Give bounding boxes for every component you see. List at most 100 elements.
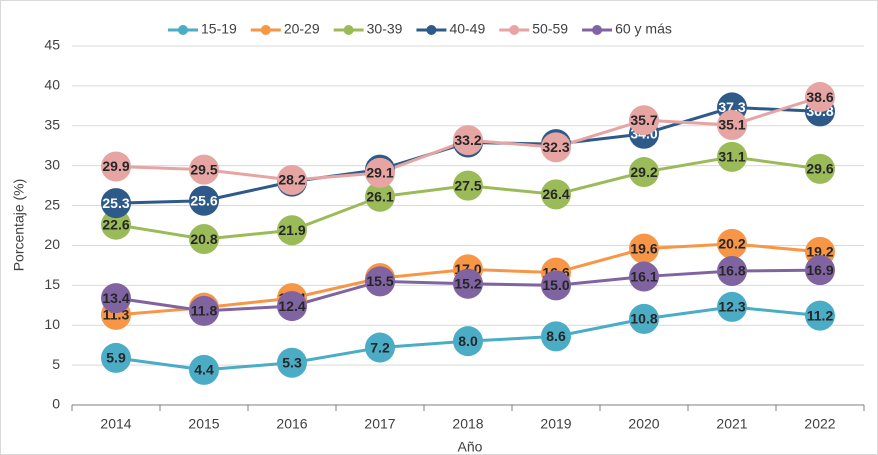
data-label: 19.2 [806,244,833,260]
data-label: 20.8 [190,231,217,247]
series-marker [101,342,131,373]
legend-marker [343,25,354,35]
data-label: 4.4 [194,362,214,378]
series-marker [101,283,131,314]
series-marker [717,141,747,172]
series-marker [189,185,219,216]
data-label: 16.9 [806,262,833,278]
series-marker [277,347,307,378]
series-marker [629,157,659,188]
legend-label: 20-29 [284,21,320,37]
data-label: 35.1 [718,117,745,133]
data-label: 7.2 [370,339,390,355]
legend-marker [592,25,603,35]
data-label: 26.1 [366,188,393,204]
series-marker [541,179,571,210]
series-marker [189,154,219,185]
legend-label: 50-59 [532,21,568,37]
data-label: 5.9 [106,350,126,366]
data-label: 28.2 [278,172,305,188]
series-marker [541,132,571,163]
y-tick-label: 10 [44,316,60,332]
data-label: 8.0 [458,333,478,349]
data-label: 29.1 [366,165,393,181]
series-marker [101,188,131,219]
data-label: 16.1 [630,268,657,284]
series-marker [805,153,835,184]
series-marker [189,295,219,326]
series-marker [277,165,307,196]
series-marker [189,354,219,385]
series-marker [277,215,307,246]
data-label: 25.6 [190,192,217,208]
data-label: 29.6 [806,161,833,177]
data-label: 38.6 [806,89,833,105]
y-tick-label: 40 [44,77,60,93]
series-marker [805,255,835,286]
series-marker [453,125,483,156]
data-label: 37.3 [718,99,745,115]
x-tick-label: 2019 [540,416,571,432]
y-tick-label: 15 [44,276,60,292]
y-tick-label: 35 [44,116,60,132]
data-label: 12.3 [718,299,745,315]
data-label: 11.8 [191,303,218,319]
data-label: 22.6 [102,216,129,232]
x-tick-label: 2014 [100,416,131,432]
x-tick-label: 2016 [276,416,307,432]
data-label: 12.4 [278,298,305,314]
series-marker [717,291,747,322]
data-label: 11.2 [807,307,834,323]
series-marker [365,266,395,297]
legend-label: 60 y más [615,21,672,37]
series-marker [629,303,659,334]
legend-marker [260,25,271,35]
data-label: 8.6 [546,328,566,344]
series-marker [365,181,395,212]
data-label: 16.8 [718,263,745,279]
y-tick-label: 45 [44,37,60,53]
y-axis-label: Porcentaje (%) [11,179,27,272]
data-label: 26.4 [542,186,569,202]
legend-label: 40-49 [449,21,485,37]
x-tick-label: 2018 [452,416,483,432]
legend-marker [178,25,188,35]
legend-label: 15-19 [201,21,237,37]
data-label: 35.7 [630,112,657,128]
series-marker [541,321,571,352]
series-marker [717,228,747,259]
legend-label: 30-39 [367,21,403,37]
x-tick-label: 2022 [804,416,835,432]
legend-marker [426,25,437,35]
y-tick-label: 20 [44,236,60,252]
series-marker [277,291,307,322]
series-marker [717,255,747,286]
series-marker [629,233,659,264]
series-marker [805,82,835,113]
series-marker [365,332,395,363]
data-label: 29.2 [630,164,657,180]
y-tick-label: 25 [44,196,60,212]
data-label: 32.3 [542,139,569,155]
data-label: 10.8 [630,311,657,327]
series-marker [629,261,659,292]
data-label: 29.5 [190,161,217,177]
x-tick-label: 2015 [188,416,219,432]
series-marker [541,270,571,301]
series-marker [365,157,395,188]
series-marker [189,224,219,255]
data-label: 5.3 [282,354,302,370]
series-marker [805,300,835,331]
data-label: 27.5 [454,177,481,193]
series-marker [629,105,659,136]
series-marker [453,268,483,299]
data-label: 15.2 [454,275,481,291]
legend-marker [509,25,520,35]
series-marker [101,209,131,240]
x-axis-label: Año [458,439,483,455]
data-label: 15.0 [542,277,569,293]
y-tick-label: 5 [52,356,60,372]
series-marker [101,151,131,182]
series-marker [453,326,483,357]
